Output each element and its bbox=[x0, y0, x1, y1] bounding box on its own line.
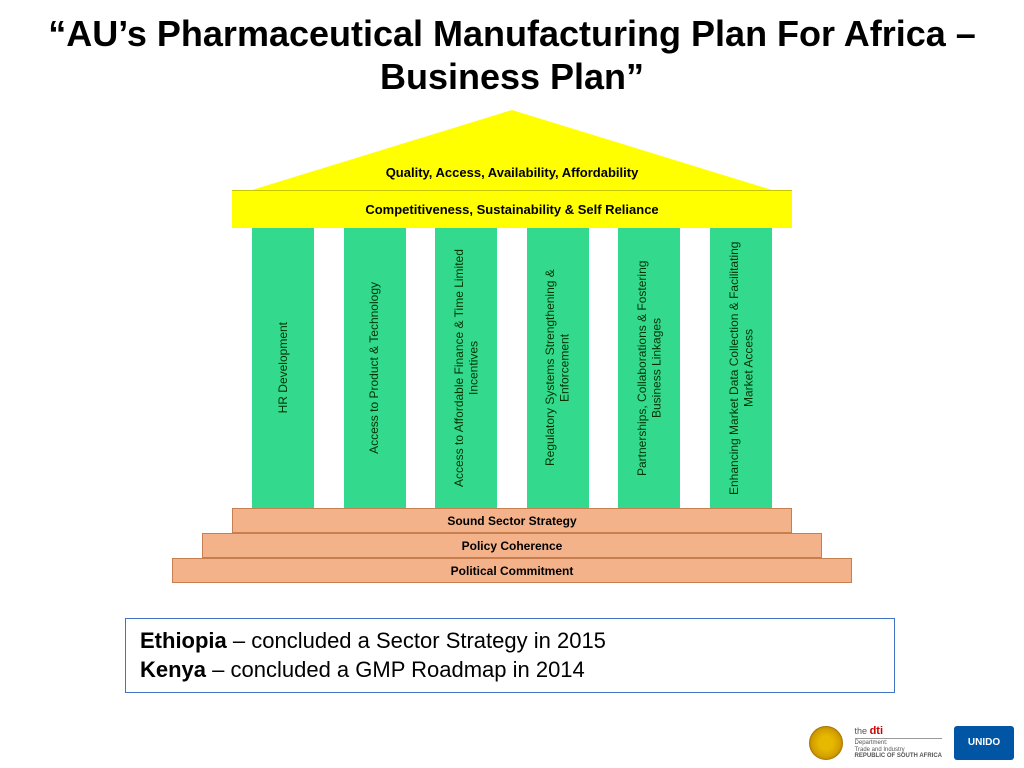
sa-coat-of-arms-icon bbox=[809, 726, 843, 760]
pillar-label-1: HR Development bbox=[276, 322, 290, 413]
unido-logo: UNIDO bbox=[954, 726, 1014, 760]
foundation-steps: Sound Sector StrategyPolicy CoherencePol… bbox=[152, 508, 872, 583]
roof-entablature: Competitiveness, Sustainability & Self R… bbox=[232, 190, 792, 228]
note-line-2: Kenya – concluded a GMP Roadmap in 2014 bbox=[140, 656, 880, 685]
note-line-1-rest: – concluded a Sector Strategy in 2015 bbox=[227, 628, 606, 653]
step-1: Sound Sector Strategy bbox=[232, 508, 792, 533]
roof-top-label: Quality, Access, Availability, Affordabi… bbox=[252, 165, 772, 180]
pillar-6: Enhancing Market Data Collection & Facil… bbox=[710, 228, 772, 508]
pillar-label-6: Enhancing Market Data Collection & Facil… bbox=[727, 238, 756, 498]
pillar-label-5: Partnerships, Collaborations & Fostering… bbox=[635, 238, 664, 498]
pillar-3: Access to Affordable Finance & Time Limi… bbox=[435, 228, 497, 508]
note-line-2-bold: Kenya bbox=[140, 657, 206, 682]
pillar-4: Regulatory Systems Strengthening & Enfor… bbox=[527, 228, 589, 508]
pillar-label-2: Access to Product & Technology bbox=[367, 282, 381, 454]
temple-diagram: Quality, Access, Availability, Affordabi… bbox=[152, 110, 872, 583]
step-3: Political Commitment bbox=[172, 558, 852, 583]
pillar-label-4: Regulatory Systems Strengthening & Enfor… bbox=[543, 238, 572, 498]
roof-pediment: Quality, Access, Availability, Affordabi… bbox=[252, 110, 772, 190]
note-line-1-bold: Ethiopia bbox=[140, 628, 227, 653]
pillar-1: HR Development bbox=[252, 228, 314, 508]
note-line-2-rest: – concluded a GMP Roadmap in 2014 bbox=[206, 657, 585, 682]
dti-dept-1: Department: bbox=[855, 740, 942, 747]
pillar-5: Partnerships, Collaborations & Fostering… bbox=[618, 228, 680, 508]
pillars-row: HR Development Access to Product & Techno… bbox=[252, 228, 772, 508]
page-title: “AU’s Pharmaceutical Manufacturing Plan … bbox=[0, 0, 1024, 98]
pillar-label-3: Access to Affordable Finance & Time Limi… bbox=[452, 238, 481, 498]
unido-label: UNIDO bbox=[968, 737, 1000, 748]
dti-dept-3: REPUBLIC OF SOUTH AFRICA bbox=[855, 753, 942, 760]
footer-logos: the dti Department: Trade and Industry R… bbox=[809, 725, 1014, 760]
dti-dept-2: Trade and Industry bbox=[855, 747, 942, 754]
dti-logo: the dti Department: Trade and Industry R… bbox=[855, 725, 942, 760]
dti-prefix: the bbox=[855, 726, 870, 736]
note-line-1: Ethiopia – concluded a Sector Strategy i… bbox=[140, 627, 880, 656]
step-2: Policy Coherence bbox=[202, 533, 822, 558]
country-notes-box: Ethiopia – concluded a Sector Strategy i… bbox=[125, 618, 895, 693]
pillar-2: Access to Product & Technology bbox=[344, 228, 406, 508]
dti-brand: dti bbox=[870, 725, 883, 737]
